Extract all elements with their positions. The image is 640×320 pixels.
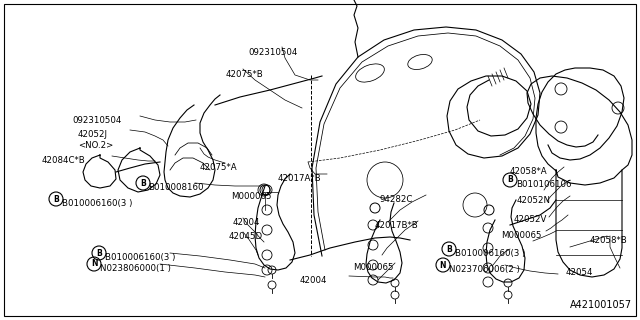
- Text: N023706006(2 ): N023706006(2 ): [449, 265, 520, 274]
- Text: 42052J: 42052J: [78, 130, 108, 139]
- Text: N: N: [91, 260, 97, 268]
- Text: 42058*A: 42058*A: [510, 167, 548, 176]
- Text: B010006160(3 ): B010006160(3 ): [455, 249, 525, 258]
- Text: 42004: 42004: [233, 218, 260, 227]
- Text: B: B: [446, 244, 452, 253]
- Text: 092310504: 092310504: [72, 116, 122, 125]
- Text: 42084C*B: 42084C*B: [42, 156, 86, 165]
- Text: A421001057: A421001057: [570, 300, 632, 310]
- Text: B010106106: B010106106: [516, 180, 572, 189]
- Text: M000065: M000065: [231, 192, 271, 201]
- Text: 42075*B: 42075*B: [226, 70, 264, 79]
- Text: 42045D: 42045D: [229, 232, 263, 241]
- Text: 42075*A: 42075*A: [200, 163, 237, 172]
- Text: N: N: [440, 260, 446, 269]
- Text: B010008160: B010008160: [148, 183, 204, 192]
- Text: B: B: [53, 195, 59, 204]
- Text: 42054: 42054: [566, 268, 593, 277]
- Text: 42052V: 42052V: [514, 215, 547, 224]
- Text: 94282C: 94282C: [379, 195, 412, 204]
- Text: N023806000(1 ): N023806000(1 ): [100, 264, 171, 273]
- Text: M000065: M000065: [501, 231, 541, 240]
- Text: M000065: M000065: [353, 263, 394, 272]
- Text: 42017A*B: 42017A*B: [278, 174, 322, 183]
- Text: B: B: [96, 249, 102, 258]
- Text: B: B: [140, 179, 146, 188]
- Text: 42017B*B: 42017B*B: [375, 221, 419, 230]
- Text: B: B: [507, 175, 513, 185]
- Text: B010006160(3 ): B010006160(3 ): [105, 253, 175, 262]
- Text: 42004: 42004: [300, 276, 328, 285]
- Text: <NO.2>: <NO.2>: [78, 141, 113, 150]
- Text: 42052N: 42052N: [517, 196, 551, 205]
- Text: 092310504: 092310504: [248, 48, 298, 57]
- Text: 42058*B: 42058*B: [590, 236, 628, 245]
- Text: B010006160(3 ): B010006160(3 ): [62, 199, 132, 208]
